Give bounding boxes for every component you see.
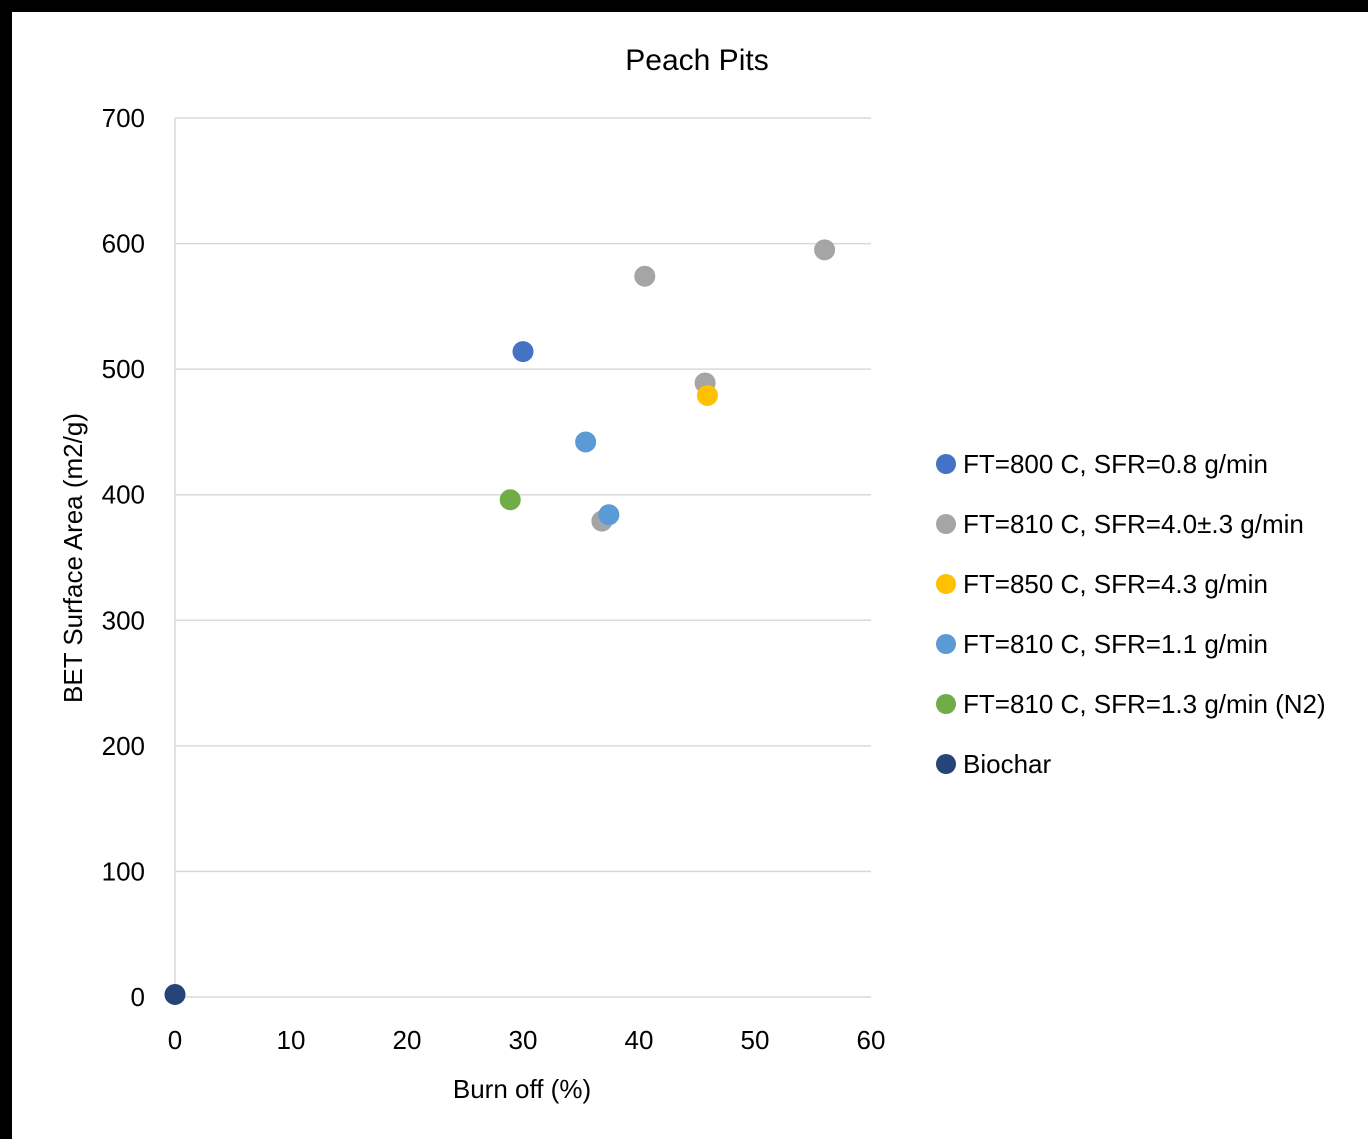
legend-item: FT=810 C, SFR=1.1 g/min	[936, 629, 1268, 659]
y-axis-ticks: 0 100 200 300 400 500 600 700	[102, 103, 145, 1012]
axes	[174, 118, 871, 998]
x-tick-label: 0	[168, 1025, 182, 1055]
x-tick-label: 10	[277, 1025, 306, 1055]
data-point-series-3-0	[575, 431, 597, 453]
x-tick-label: 20	[393, 1025, 422, 1055]
legend-marker	[936, 694, 956, 714]
legend-item: FT=810 C, SFR=4.0±.3 g/min	[936, 509, 1304, 539]
data-point-series-3-1	[598, 504, 620, 526]
y-tick-label: 400	[102, 480, 145, 510]
x-tick-label: 40	[625, 1025, 654, 1055]
data-point-series-2-0	[696, 385, 718, 407]
y-tick-label: 500	[102, 354, 145, 384]
legend-label: FT=850 C, SFR=4.3 g/min	[963, 569, 1268, 599]
data-point-series-0-0	[512, 341, 534, 363]
legend-marker	[936, 454, 956, 474]
y-axis-title: BET Surface Area (m2/g)	[58, 413, 88, 703]
x-tick-label: 30	[509, 1025, 538, 1055]
legend: FT=800 C, SFR=0.8 g/min FT=810 C, SFR=4.0…	[936, 449, 1326, 779]
legend-marker	[936, 574, 956, 594]
y-tick-label: 0	[131, 982, 145, 1012]
legend-label: FT=800 C, SFR=0.8 g/min	[963, 449, 1268, 479]
legend-item: FT=810 C, SFR=1.3 g/min (N2)	[936, 689, 1326, 719]
data-point-series-5-0	[164, 983, 186, 1005]
legend-label: FT=810 C, SFR=1.1 g/min	[963, 629, 1268, 659]
data-point-series-1-0	[634, 265, 656, 287]
legend-label: FT=810 C, SFR=4.0±.3 g/min	[963, 509, 1304, 539]
x-axis-title: Burn off (%)	[453, 1074, 591, 1104]
x-tick-label: 60	[857, 1025, 886, 1055]
legend-label: FT=810 C, SFR=1.3 g/min (N2)	[963, 689, 1326, 719]
legend-item: FT=800 C, SFR=0.8 g/min	[936, 449, 1268, 479]
legend-label: Biochar	[963, 749, 1051, 779]
y-tick-label: 300	[102, 605, 145, 635]
y-tick-label: 100	[102, 856, 145, 886]
legend-marker	[936, 514, 956, 534]
data-point-series-4-0	[499, 489, 521, 511]
legend-marker	[936, 754, 956, 774]
legend-item: Biochar	[936, 749, 1051, 779]
data-point-series-1-3	[814, 239, 836, 261]
x-tick-label: 50	[741, 1025, 770, 1055]
y-tick-label: 600	[102, 229, 145, 259]
legend-marker	[936, 634, 956, 654]
legend-item: FT=850 C, SFR=4.3 g/min	[936, 569, 1268, 599]
data-points	[164, 239, 836, 1005]
gridlines	[175, 117, 871, 873]
y-tick-label: 200	[102, 731, 145, 761]
y-tick-label: 700	[102, 103, 145, 133]
chart-title: Peach Pits	[625, 44, 768, 77]
x-axis-ticks: 0 10 20 30 40 50 60	[168, 1025, 886, 1055]
